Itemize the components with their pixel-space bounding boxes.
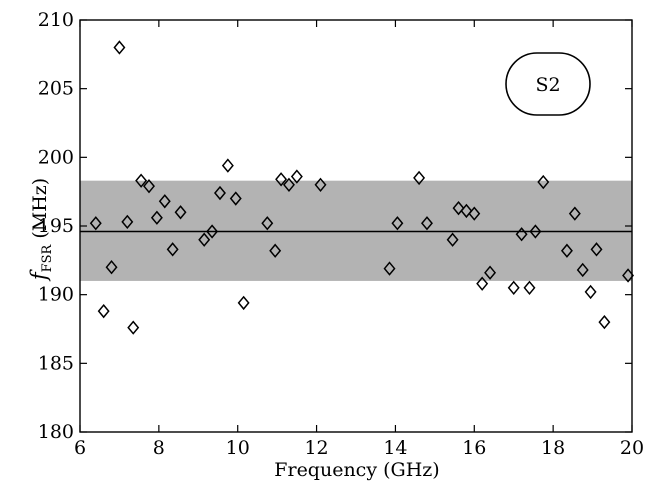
data-point-marker <box>261 216 274 231</box>
data-point-marker <box>113 40 126 55</box>
y-tick-label: 205 <box>38 78 74 100</box>
annotation-text: S2 <box>535 74 560 96</box>
y-tick-label: 210 <box>38 9 74 31</box>
x-axis-title: Frequency (GHz) <box>274 459 439 481</box>
data-point-marker <box>484 265 497 280</box>
x-tick-label: 6 <box>74 437 86 459</box>
x-tick-label: 8 <box>153 437 165 459</box>
y-axis-symbol: f <box>27 269 51 282</box>
data-point-marker <box>237 295 250 311</box>
data-point-marker <box>468 206 481 221</box>
data-point-marker <box>275 172 288 187</box>
data-points <box>89 40 635 335</box>
data-point-marker <box>97 303 110 319</box>
data-point-marker <box>460 203 473 219</box>
y-axis-title: fFSR (MHz) <box>27 178 55 282</box>
data-point-marker <box>476 276 489 291</box>
data-point-marker <box>537 174 550 190</box>
data-point-marker <box>590 242 603 257</box>
data-point-marker <box>127 320 140 335</box>
data-point-marker <box>446 232 459 247</box>
data-point-marker <box>221 158 234 173</box>
data-point-marker <box>89 216 102 231</box>
data-point-marker <box>452 200 465 216</box>
data-point-marker <box>290 169 303 184</box>
y-tick-label: 190 <box>38 284 74 306</box>
data-point-marker <box>413 170 426 186</box>
data-point-marker <box>515 227 528 242</box>
x-tick-label: 18 <box>541 437 565 459</box>
data-point-marker <box>105 260 118 275</box>
data-point-marker <box>229 191 242 206</box>
data-point-marker <box>420 216 433 231</box>
data-point-marker <box>213 185 226 201</box>
data-point-marker <box>568 206 581 221</box>
annotation-box <box>505 52 591 116</box>
data-point-marker <box>150 210 163 225</box>
data-point-marker <box>507 280 520 295</box>
x-tick-label: 20 <box>620 437 644 459</box>
y-axis-subscript: FSR <box>40 243 55 272</box>
data-point-marker <box>206 224 219 239</box>
data-point-marker <box>576 262 589 278</box>
y-tick-label: 180 <box>38 421 74 443</box>
data-point-marker <box>135 173 148 188</box>
x-tick-label: 10 <box>226 437 250 459</box>
data-point-marker <box>529 224 542 239</box>
annotation-label: S2 <box>505 52 591 116</box>
y-tick-label: 185 <box>38 352 74 374</box>
x-tick-label: 14 <box>383 437 407 459</box>
y-tick-labels: 180 185 190 195 200 205 210 <box>38 9 74 443</box>
data-point-marker <box>282 177 295 192</box>
y-axis-unit: (MHz) <box>29 178 51 239</box>
data-point-marker <box>383 261 396 276</box>
x-tick-labels: 6 8 10 12 14 16 18 20 <box>74 437 644 459</box>
data-point-marker <box>523 280 536 295</box>
data-point-marker <box>158 194 171 209</box>
x-tick-label: 12 <box>304 437 328 459</box>
data-point-marker <box>174 205 187 220</box>
data-point-marker <box>143 179 155 194</box>
data-point-marker <box>584 284 597 300</box>
data-point-marker <box>269 243 282 258</box>
axis-ticks <box>79 19 633 433</box>
y-tick-label: 200 <box>38 146 74 168</box>
x-tick-label: 16 <box>462 437 486 459</box>
data-point-marker <box>198 232 211 247</box>
data-point-marker <box>121 214 134 230</box>
data-point-marker <box>391 216 404 231</box>
data-point-marker <box>598 314 611 330</box>
y-tick-label: 195 <box>38 215 74 237</box>
data-point-marker <box>560 243 573 258</box>
data-point-marker <box>314 177 327 192</box>
data-point-marker <box>166 242 179 257</box>
